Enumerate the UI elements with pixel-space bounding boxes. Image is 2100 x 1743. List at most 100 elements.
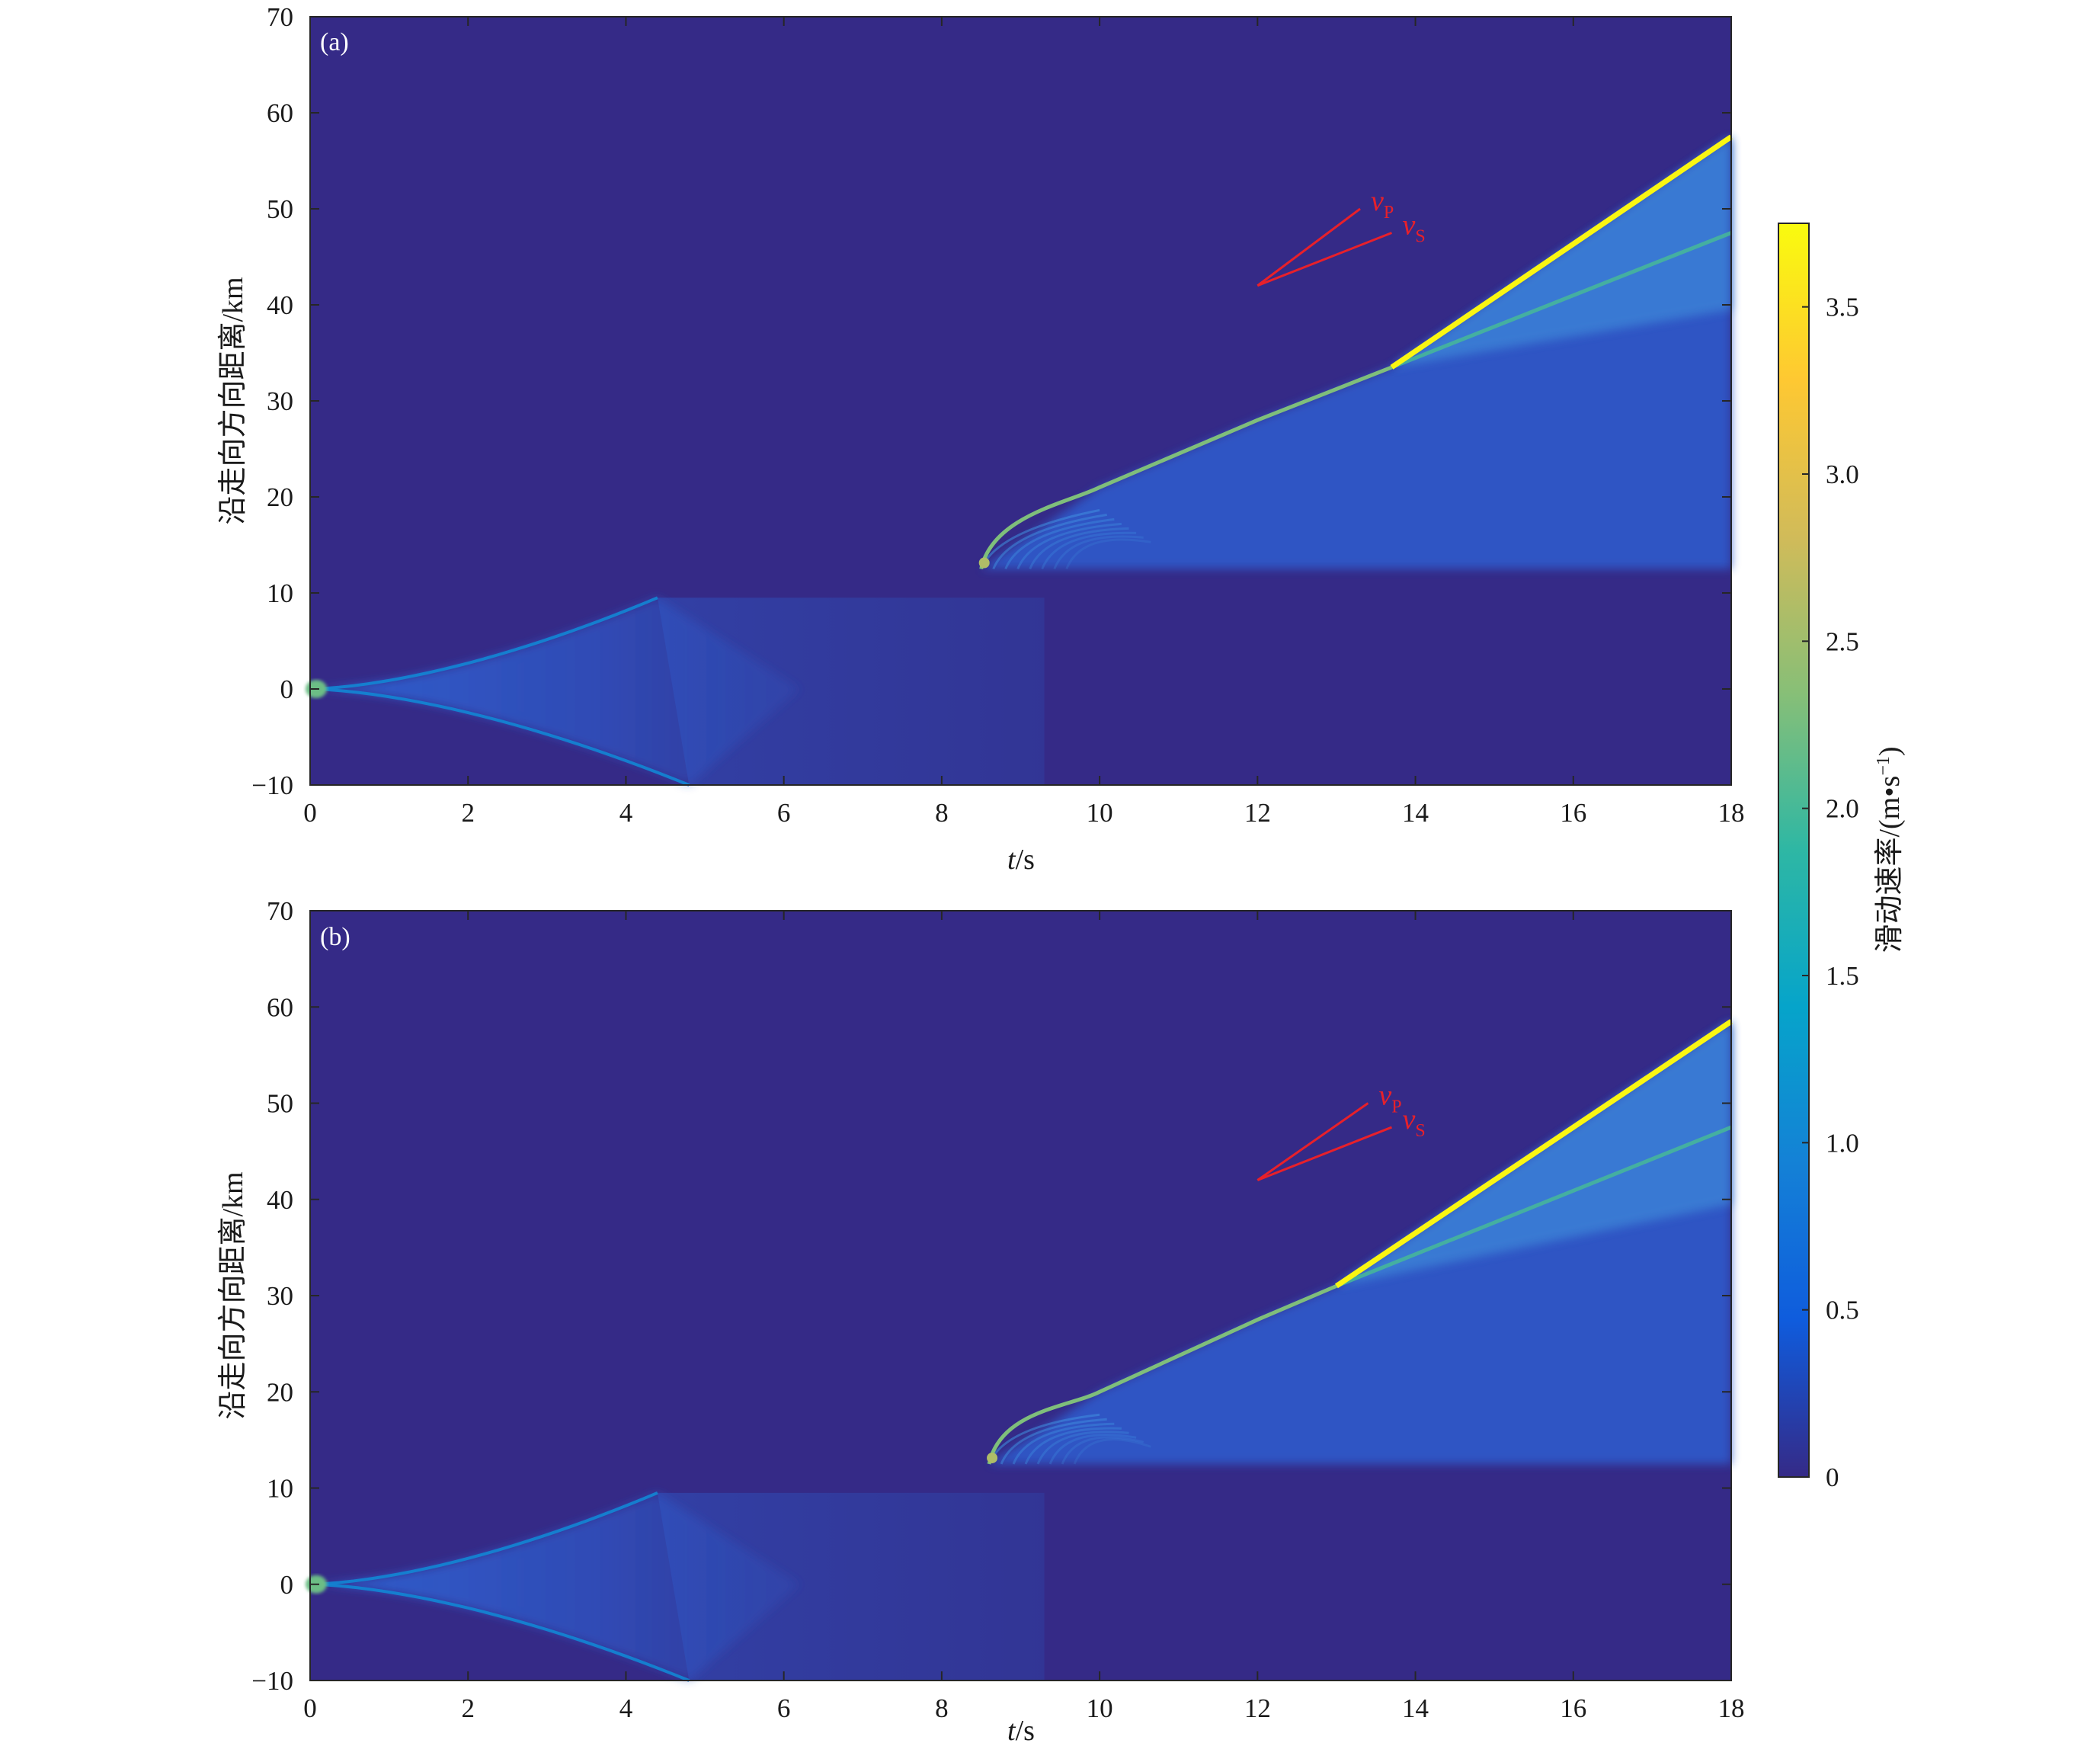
velocity-line-p <box>1256 207 1361 287</box>
velocity-line-s <box>1256 1126 1393 1181</box>
x-tick-label: 10 <box>1087 798 1113 828</box>
x-tick-label: 6 <box>777 1693 791 1723</box>
colorbar-tick-label: 3.5 <box>1826 293 1859 322</box>
y-tick-label: 40 <box>267 1185 293 1215</box>
x-tick-label: 14 <box>1402 1693 1429 1723</box>
x-tick-label: 18 <box>1718 798 1745 828</box>
rupture-fan <box>310 598 800 785</box>
x-tick-label: 16 <box>1560 1693 1586 1723</box>
start-hotspot <box>987 1452 998 1463</box>
rupture-fan <box>310 1492 800 1681</box>
y-axis-title: 沿走向方向距离/km <box>217 277 249 524</box>
ruptured-region <box>989 1021 1731 1464</box>
colorbar-tick-label: 1.0 <box>1826 1128 1859 1158</box>
y-tick-label: 50 <box>267 1089 293 1119</box>
x-axis: 0 2 4 6 8 10 12 14 16 18 <box>303 911 1745 1723</box>
panel-b: (b) vP vS 0 2 4 6 8 10 12 14 16 18 −10 0 10 20 30 40 50 6… <box>217 896 1745 1743</box>
x-tick-label: 4 <box>619 1693 633 1723</box>
x-tick-label: 2 <box>461 1693 475 1723</box>
y-axis-title: 沿走向方向距离/km <box>217 1171 249 1419</box>
rupture-front-down <box>309 687 690 787</box>
ripple <box>1041 531 1137 570</box>
colorbar-frame <box>1778 223 1810 1478</box>
colorbar-tick-label: 0.5 <box>1826 1296 1859 1325</box>
y-tick-label: 70 <box>267 896 293 926</box>
subshear-front <box>979 365 1393 570</box>
velocity-label-p: vP <box>1371 185 1394 223</box>
y-tick-label: 10 <box>267 1474 293 1504</box>
y-tick-label: −10 <box>251 771 293 800</box>
velocity-annotation: vP vS <box>1256 1080 1426 1181</box>
rupture-front-down <box>309 1582 690 1682</box>
ripple <box>1000 1418 1107 1465</box>
rupture-wake <box>657 1492 1045 1681</box>
rupture-front-up <box>309 1491 658 1586</box>
x-tick-label: 2 <box>461 798 475 828</box>
x-axis-title: t/s <box>1007 1715 1035 1743</box>
x-tick-label: 6 <box>777 798 791 828</box>
ripple <box>992 513 1107 570</box>
start-hotspot <box>978 557 990 569</box>
colorbar-gradient <box>1778 223 1809 1477</box>
y-tick-label: 30 <box>267 386 293 416</box>
y-tick-label: 20 <box>267 482 293 512</box>
ripple <box>1065 538 1151 570</box>
x-tick-label: 10 <box>1087 1693 1113 1723</box>
ripple <box>1004 517 1115 570</box>
y-tick-label: 10 <box>267 578 293 608</box>
y-tick-label: 40 <box>267 290 293 320</box>
x-tick-label: 0 <box>303 798 317 828</box>
y-tick-label: 70 <box>267 2 293 32</box>
ruptured-region <box>981 136 1731 569</box>
panel-a: (a) vP vS 0 2 4 6 8 10 12 14 16 18 −10 0 10 20 30 40 50 6… <box>217 2 1745 876</box>
colorbar-label: 滑动速率/(m•s−1) <box>1874 746 1906 953</box>
y-axis: −10 0 10 20 30 40 50 60 70 <box>251 2 1731 800</box>
y-tick-label: 0 <box>280 674 294 704</box>
velocity-label-p: vP <box>1378 1080 1401 1117</box>
x-tick-label: 8 <box>935 798 949 828</box>
x-tick-label: 8 <box>935 1693 949 1723</box>
ripple <box>1053 535 1144 570</box>
x-axis: 0 2 4 6 8 10 12 14 16 18 <box>303 17 1745 828</box>
subshear-front <box>987 1284 1337 1465</box>
y-tick-label: 30 <box>267 1281 293 1311</box>
ripple <box>1024 1427 1122 1465</box>
velocity-line-p <box>1256 1102 1369 1181</box>
colorbar-tick-label: 2.0 <box>1826 794 1859 824</box>
y-tick-label: 60 <box>267 992 293 1022</box>
x-tick-label: 0 <box>303 1693 317 1723</box>
y-tick-label: 60 <box>267 98 293 128</box>
x-tick-label: 4 <box>619 798 633 828</box>
x-tick-label: 14 <box>1402 798 1429 828</box>
ripple <box>1036 1431 1129 1465</box>
s-wave-front <box>1336 1125 1732 1288</box>
colorbar-tick-label: 2.5 <box>1826 626 1859 656</box>
velocity-label-s: vS <box>1402 210 1425 247</box>
x-tick-label: 16 <box>1560 798 1586 828</box>
ripple <box>1029 527 1129 570</box>
x-tick-label: 12 <box>1244 1693 1271 1723</box>
rupture-front-up <box>309 596 658 690</box>
velocity-label-s: vS <box>1402 1104 1425 1141</box>
panel-label: (a) <box>320 28 349 56</box>
panel-label: (b) <box>320 923 351 951</box>
velocity-annotation: vP vS <box>1256 185 1426 287</box>
ripple <box>1012 1422 1115 1465</box>
ripple <box>1073 1438 1151 1465</box>
supershear-front <box>1390 134 1733 370</box>
colorbar-tick-label: 0 <box>1826 1463 1839 1492</box>
y-tick-label: 20 <box>267 1377 293 1407</box>
y-tick-label: −10 <box>251 1666 293 1696</box>
y-tick-label: 50 <box>267 194 293 224</box>
y-axis: −10 0 10 20 30 40 50 60 70 <box>251 896 1731 1696</box>
velocity-line-s <box>1256 232 1393 287</box>
rupture-wake <box>657 598 1045 785</box>
x-tick-label: 18 <box>1718 1693 1745 1723</box>
supershear-front <box>1334 1019 1733 1289</box>
colorbar: 0 0.5 1.0 1.5 2.0 2.5 3.0 3.5 滑动速率/(m•s−1) <box>1778 223 1906 1492</box>
x-tick-label: 12 <box>1244 798 1271 828</box>
ripple <box>1016 522 1122 570</box>
s-wave-front <box>1391 231 1732 370</box>
colorbar-tick-label: 1.5 <box>1826 961 1859 991</box>
